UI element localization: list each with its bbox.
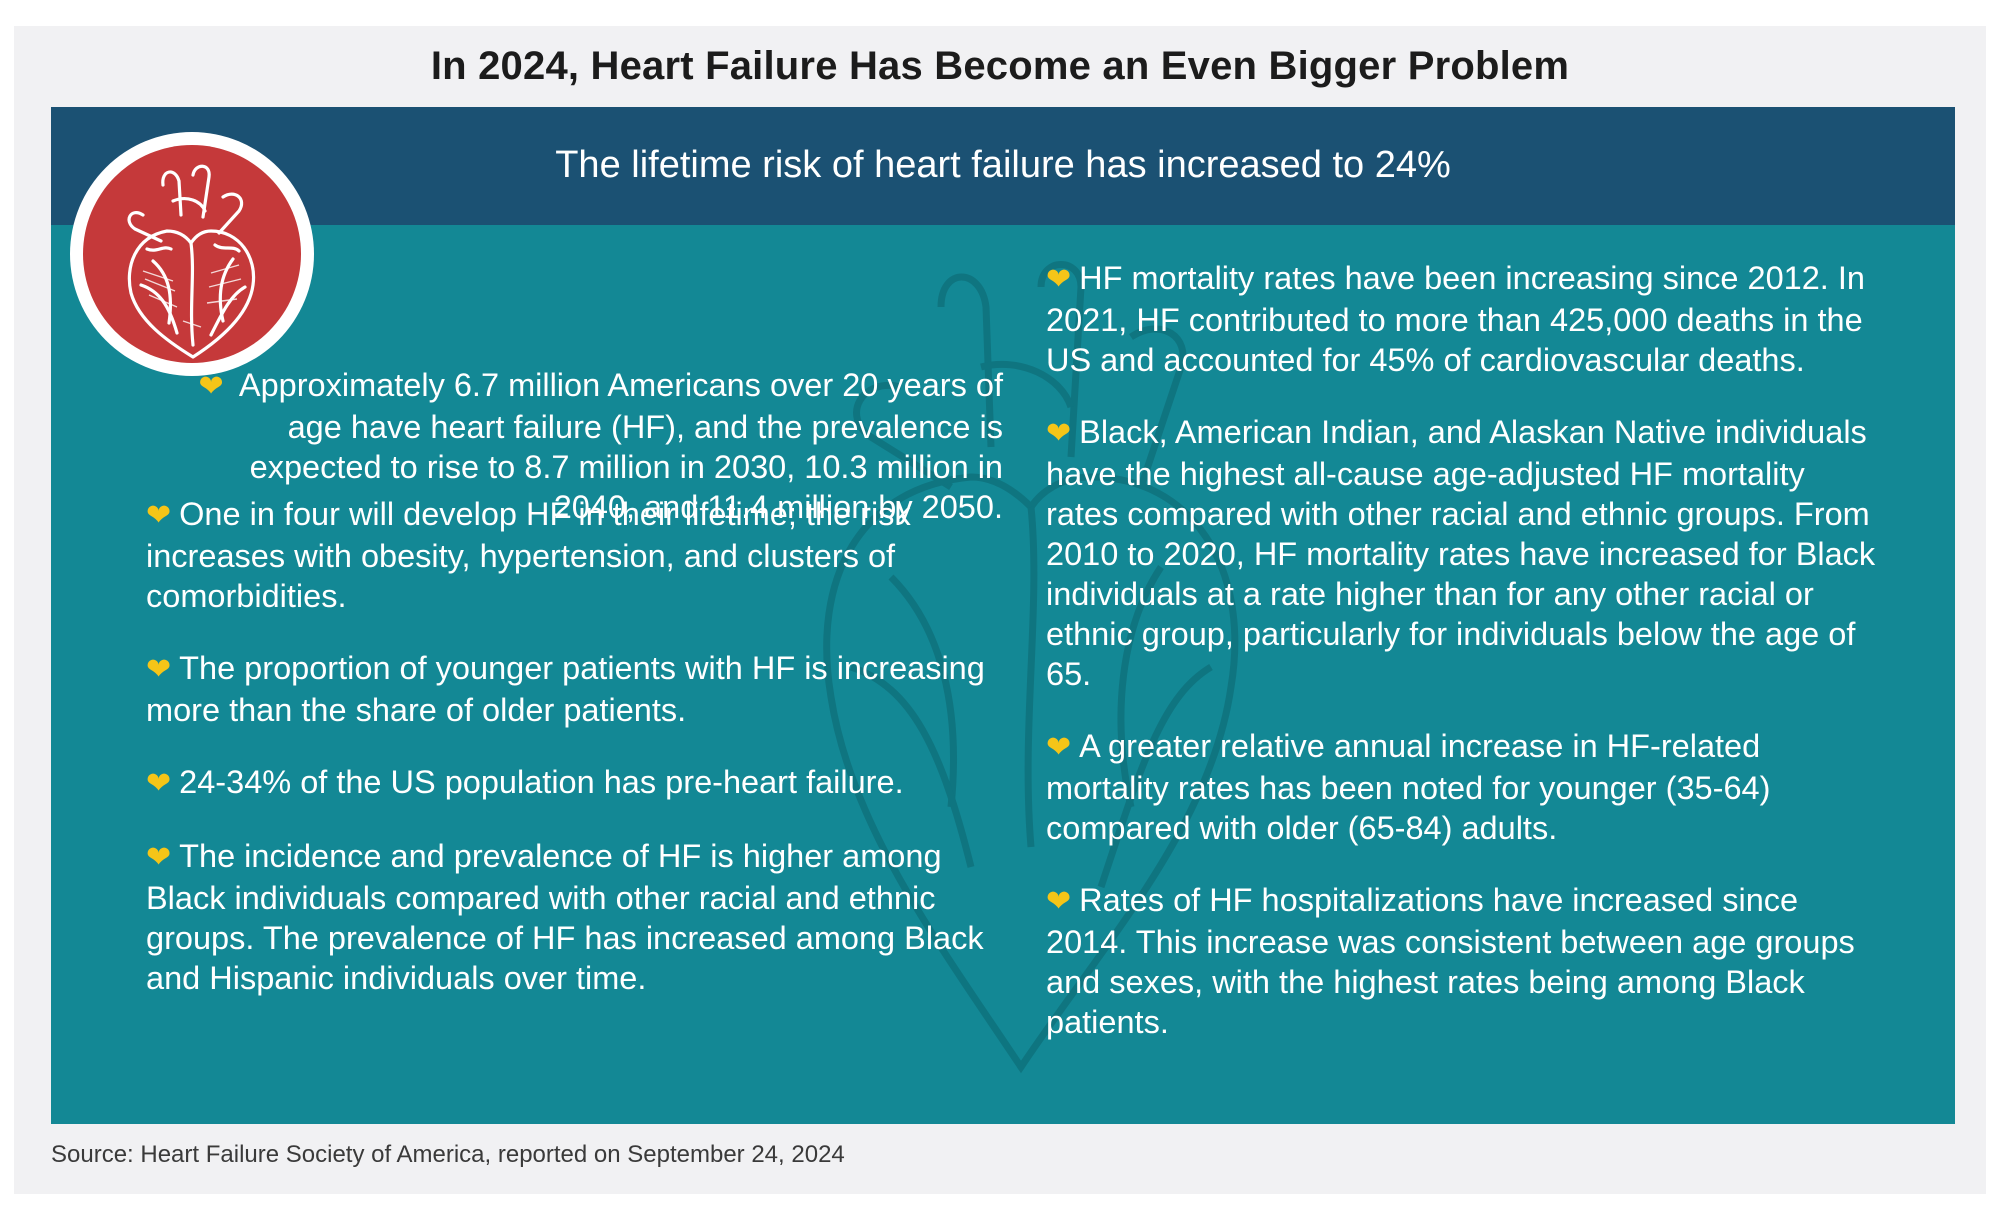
list-item: ❤ The incidence and prevalence of HF is h…	[146, 838, 984, 996]
list-item: ❤ One in four will develop HF in their li…	[146, 496, 911, 614]
heart-badge-inner	[83, 145, 301, 363]
heart-icon: ❤	[1046, 885, 1072, 918]
page-title: In 2024, Heart Failure Has Become an Eve…	[430, 44, 1570, 88]
right-column: ❤ HF mortality rates have been increasing…	[1046, 258, 1876, 1074]
left-column-lower: ❤ One in four will develop HF in their li…	[146, 494, 986, 1030]
banner-text: The lifetime risk of heart failure has i…	[555, 144, 1451, 186]
left-column: ❤ Approximately 6.7 million Americans ov…	[197, 365, 1027, 559]
heart-icon: ❤	[146, 499, 172, 532]
content-panel: The lifetime risk of heart failure has i…	[51, 107, 1955, 1124]
heart-icon: ❤	[1046, 263, 1072, 296]
heart-watermark-icon	[823, 261, 1239, 1074]
source-note: Source: Heart Failure Society of America…	[51, 1141, 845, 1168]
heart-icon: ❤	[146, 767, 172, 800]
list-item: ❤ Rates of HF hospitalizations have incre…	[1046, 882, 1855, 1040]
anatomical-heart-icon	[127, 164, 256, 359]
list-item: ❤ Approximately 6.7 million Americans ov…	[198, 367, 1003, 525]
list-item: ❤ HF mortality rates have been increasing…	[1046, 260, 1865, 378]
list-item: ❤ A greater relative annual increase in H…	[1046, 728, 1771, 846]
list-item: ❤ The proportion of younger patients with…	[146, 650, 985, 728]
heart-badge	[70, 132, 314, 376]
heart-icon: ❤	[1046, 731, 1072, 764]
heart-icon: ❤	[146, 653, 172, 686]
banner: The lifetime risk of heart failure has i…	[51, 107, 1955, 225]
list-item: ❤ 24-34% of the US population has pre-hea…	[146, 764, 904, 800]
heart-icon: ❤	[1046, 417, 1072, 450]
list-item: ❤ Black, American Indian, and Alaskan Nat…	[1046, 414, 1876, 692]
heart-icon: ❤	[146, 841, 172, 874]
